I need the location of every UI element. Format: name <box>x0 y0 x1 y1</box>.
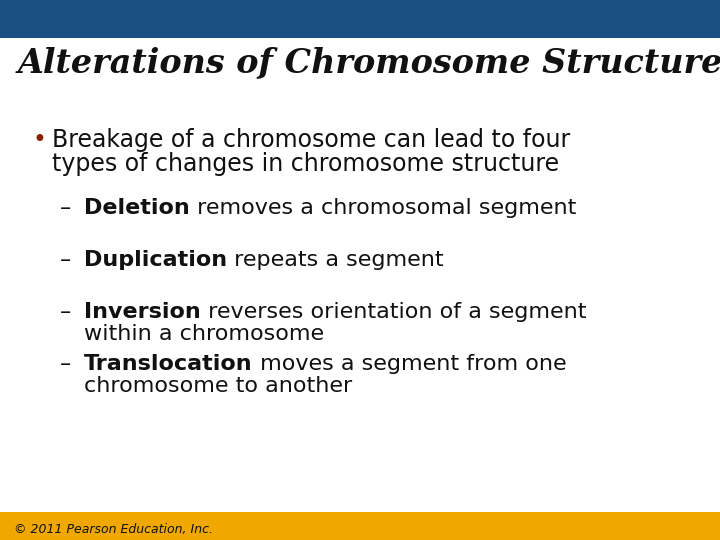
Text: © 2011 Pearson Education, Inc.: © 2011 Pearson Education, Inc. <box>14 523 213 536</box>
Text: –: – <box>60 302 71 322</box>
Text: –: – <box>60 198 71 218</box>
Text: Deletion: Deletion <box>84 198 190 218</box>
Text: moves a segment from one: moves a segment from one <box>253 354 566 374</box>
Bar <box>0 0 720 38</box>
Text: –: – <box>60 354 71 374</box>
Text: Inversion: Inversion <box>84 302 201 322</box>
Text: reverses orientation of a segment: reverses orientation of a segment <box>201 302 586 322</box>
Text: repeats a segment: repeats a segment <box>227 250 444 270</box>
Text: Breakage of a chromosome can lead to four: Breakage of a chromosome can lead to fou… <box>52 128 570 152</box>
Bar <box>0 512 720 540</box>
Text: within a chromosome: within a chromosome <box>84 324 324 344</box>
Text: Duplication: Duplication <box>84 250 227 270</box>
Text: removes a chromosomal segment: removes a chromosomal segment <box>190 198 576 218</box>
Text: –: – <box>60 250 71 270</box>
Text: types of changes in chromosome structure: types of changes in chromosome structure <box>52 152 559 176</box>
Text: Alterations of Chromosome Structure: Alterations of Chromosome Structure <box>18 46 720 79</box>
Text: •: • <box>32 128 46 152</box>
Text: Translocation: Translocation <box>84 354 253 374</box>
Text: chromosome to another: chromosome to another <box>84 376 352 396</box>
